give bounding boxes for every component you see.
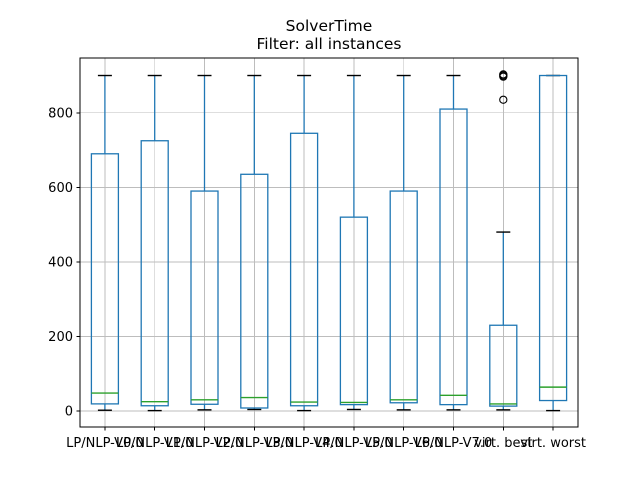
box-and-whiskers [439,74,468,411]
box-and-whiskers [538,74,568,412]
x-tick-label: LP/NLP-V4.0 [265,436,342,451]
x-tick-label: virt. worst [520,436,586,451]
box-and-whiskers [190,74,219,411]
y-tick-label: 400 [48,255,73,270]
outlier-marker [499,95,508,104]
iqr-box [90,153,120,405]
y-tick-label: 800 [48,106,73,121]
y-tick-label: 600 [48,181,73,196]
y-tick-label: 200 [48,330,73,345]
boxes-layer [90,70,568,412]
box-and-whiskers [240,74,269,411]
x-tick-label: LP/NLP-V6.0 [365,436,442,451]
box-and-whiskers [489,70,518,411]
axis-layer: 0200400600800LP/NLP-V0.0LP/NLP-V1.0LP/NL… [48,57,586,451]
chart-title: SolverTime [286,17,373,35]
iqr-box [538,74,568,402]
x-tick-label: LP/NLP-V2.0 [166,436,243,451]
box-and-whiskers [140,74,169,412]
iqr-box [140,140,169,407]
iqr-box [289,132,319,407]
iqr-box [190,190,219,405]
y-tick-label: 0 [65,404,73,419]
x-tick-label: LP/NLP-V7.0 [415,436,492,451]
iqr-box [389,190,418,404]
box-and-whiskers [389,74,418,411]
iqr-box [339,216,369,406]
x-tick-label: LP/NLP-V1.0 [116,436,193,451]
x-tick-label: LP/NLP-V3.0 [216,436,293,451]
x-tick-label: LP/NLP-V0.0 [66,436,143,451]
box-and-whiskers [90,74,120,411]
iqr-box [240,173,269,409]
axes-spines [79,57,579,428]
x-tick-label: virt. best [474,436,532,451]
iqr-box [489,324,518,407]
chart-subtitle: Filter: all instances [256,35,401,53]
box-and-whiskers [339,74,369,411]
iqr-box [439,108,468,406]
outlier-marker [499,70,508,79]
x-tick-label: LP/NLP-V5.0 [315,436,392,451]
box-and-whiskers [289,74,319,412]
